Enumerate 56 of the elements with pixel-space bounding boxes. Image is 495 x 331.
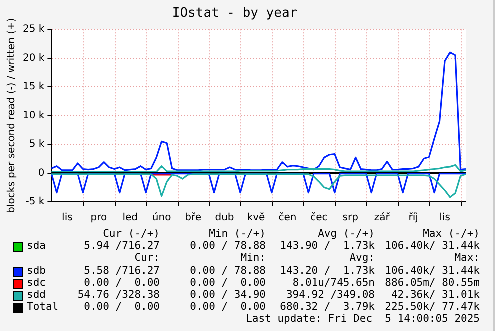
text: 0.00 / 78.88 xyxy=(190,264,266,277)
x-tick-label: dub xyxy=(215,212,234,224)
legend-label: sdc xyxy=(27,276,46,289)
text: 143.90 / 1.73k xyxy=(280,240,375,252)
text: 680.32 / 3.79k xyxy=(280,301,375,314)
y-tick-label: 10 k xyxy=(22,110,45,122)
text: 0.00 / 0.00 xyxy=(190,301,266,314)
text: 0.00 / 78.88 xyxy=(190,240,266,252)
x-tick-label: úno xyxy=(152,212,172,224)
y-tick-label: 25 k xyxy=(22,24,45,36)
x-tick-label: kvě xyxy=(247,212,266,224)
text: 394.92 /349.08 xyxy=(286,289,375,301)
x-tick-label: lis xyxy=(62,212,73,224)
text: 0.00 / 0.00 xyxy=(84,301,160,314)
text: 5.94 /716.27 xyxy=(84,240,160,252)
text: 0.00 / 0.00 xyxy=(190,276,266,289)
chart-title: IOstat - by year xyxy=(172,6,298,22)
x-tick-label: říj xyxy=(408,212,418,224)
x-tick-label: srp xyxy=(342,212,358,224)
text: Min: xyxy=(240,252,266,264)
text: 5.58 /716.27 xyxy=(84,264,160,277)
text: 8.01u/745.65n xyxy=(292,276,375,289)
x-tick-label: pro xyxy=(90,212,108,224)
text: 106.40k/ 31.44k xyxy=(385,240,480,252)
text: Last update: Fri Dec 5 14:00:05 2025 xyxy=(246,313,480,326)
legend-label: sda xyxy=(27,240,46,252)
text: Max (-/+) xyxy=(423,228,480,240)
text: 106.40k/ 31.44k xyxy=(385,264,480,277)
y-tick-label: 15 k xyxy=(22,82,45,93)
text: 42.36k/ 31.01k xyxy=(391,289,480,301)
text: 225.50k/ 77.47k xyxy=(385,301,480,314)
text: Min (-/+) xyxy=(209,228,266,240)
text: Cur (-/+) xyxy=(103,228,160,240)
legend-label: sdd xyxy=(27,289,46,301)
x-tick-label: zář xyxy=(374,212,391,224)
text: Max: xyxy=(454,252,480,264)
y-axis-title: blocks per second read (-) / written (+) xyxy=(6,18,18,214)
text: Cur: xyxy=(134,252,160,264)
text: Avg: xyxy=(350,252,375,264)
text: 143.20 / 1.73k xyxy=(280,264,375,277)
text: 0.00 / 0.00 xyxy=(84,276,160,289)
x-tick-label: led xyxy=(122,212,138,224)
x-tick-label: čen xyxy=(278,212,297,224)
y-tick-label: 20 k xyxy=(22,52,45,64)
x-tick-label: lis xyxy=(440,212,450,224)
y-tick-label: -5 k xyxy=(26,196,45,208)
y-tick-label: 5 k xyxy=(29,139,45,150)
text: Avg (-/+) xyxy=(318,228,375,240)
text: 0.00 / 34.90 xyxy=(190,289,266,301)
legend-label: sdb xyxy=(27,264,46,277)
x-tick-label: čec xyxy=(310,212,328,224)
x-tick-label: bře xyxy=(185,212,202,224)
text: 886.05m/ 80.55m xyxy=(385,276,480,289)
legend-label: Total xyxy=(27,301,59,314)
y-tick-label: 0 xyxy=(38,168,45,179)
text: 54.76 /328.38 xyxy=(78,289,160,301)
